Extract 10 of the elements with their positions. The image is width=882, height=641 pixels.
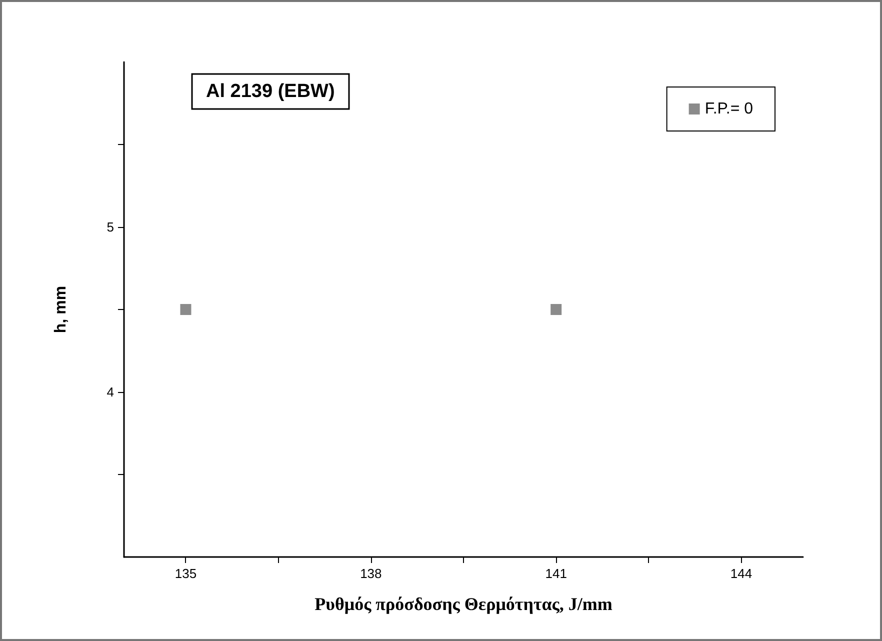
legend-label: F.P.= 0	[704, 100, 754, 118]
x-tick-label: 141	[545, 566, 567, 581]
y-tick-label: 4	[106, 384, 114, 400]
y-axis-title: h, mm	[52, 286, 70, 334]
text: Al 2139 (EBW)	[206, 81, 335, 102]
x-tick-label: 135	[174, 566, 197, 581]
x-tick-label: 144	[730, 566, 752, 581]
y-tick-label: 5	[106, 220, 114, 234]
x-axis-title: Ρυθμός πρόσδοσης Θερμότητας, J/mm	[314, 594, 612, 614]
x-tick-label: 138	[360, 566, 382, 581]
